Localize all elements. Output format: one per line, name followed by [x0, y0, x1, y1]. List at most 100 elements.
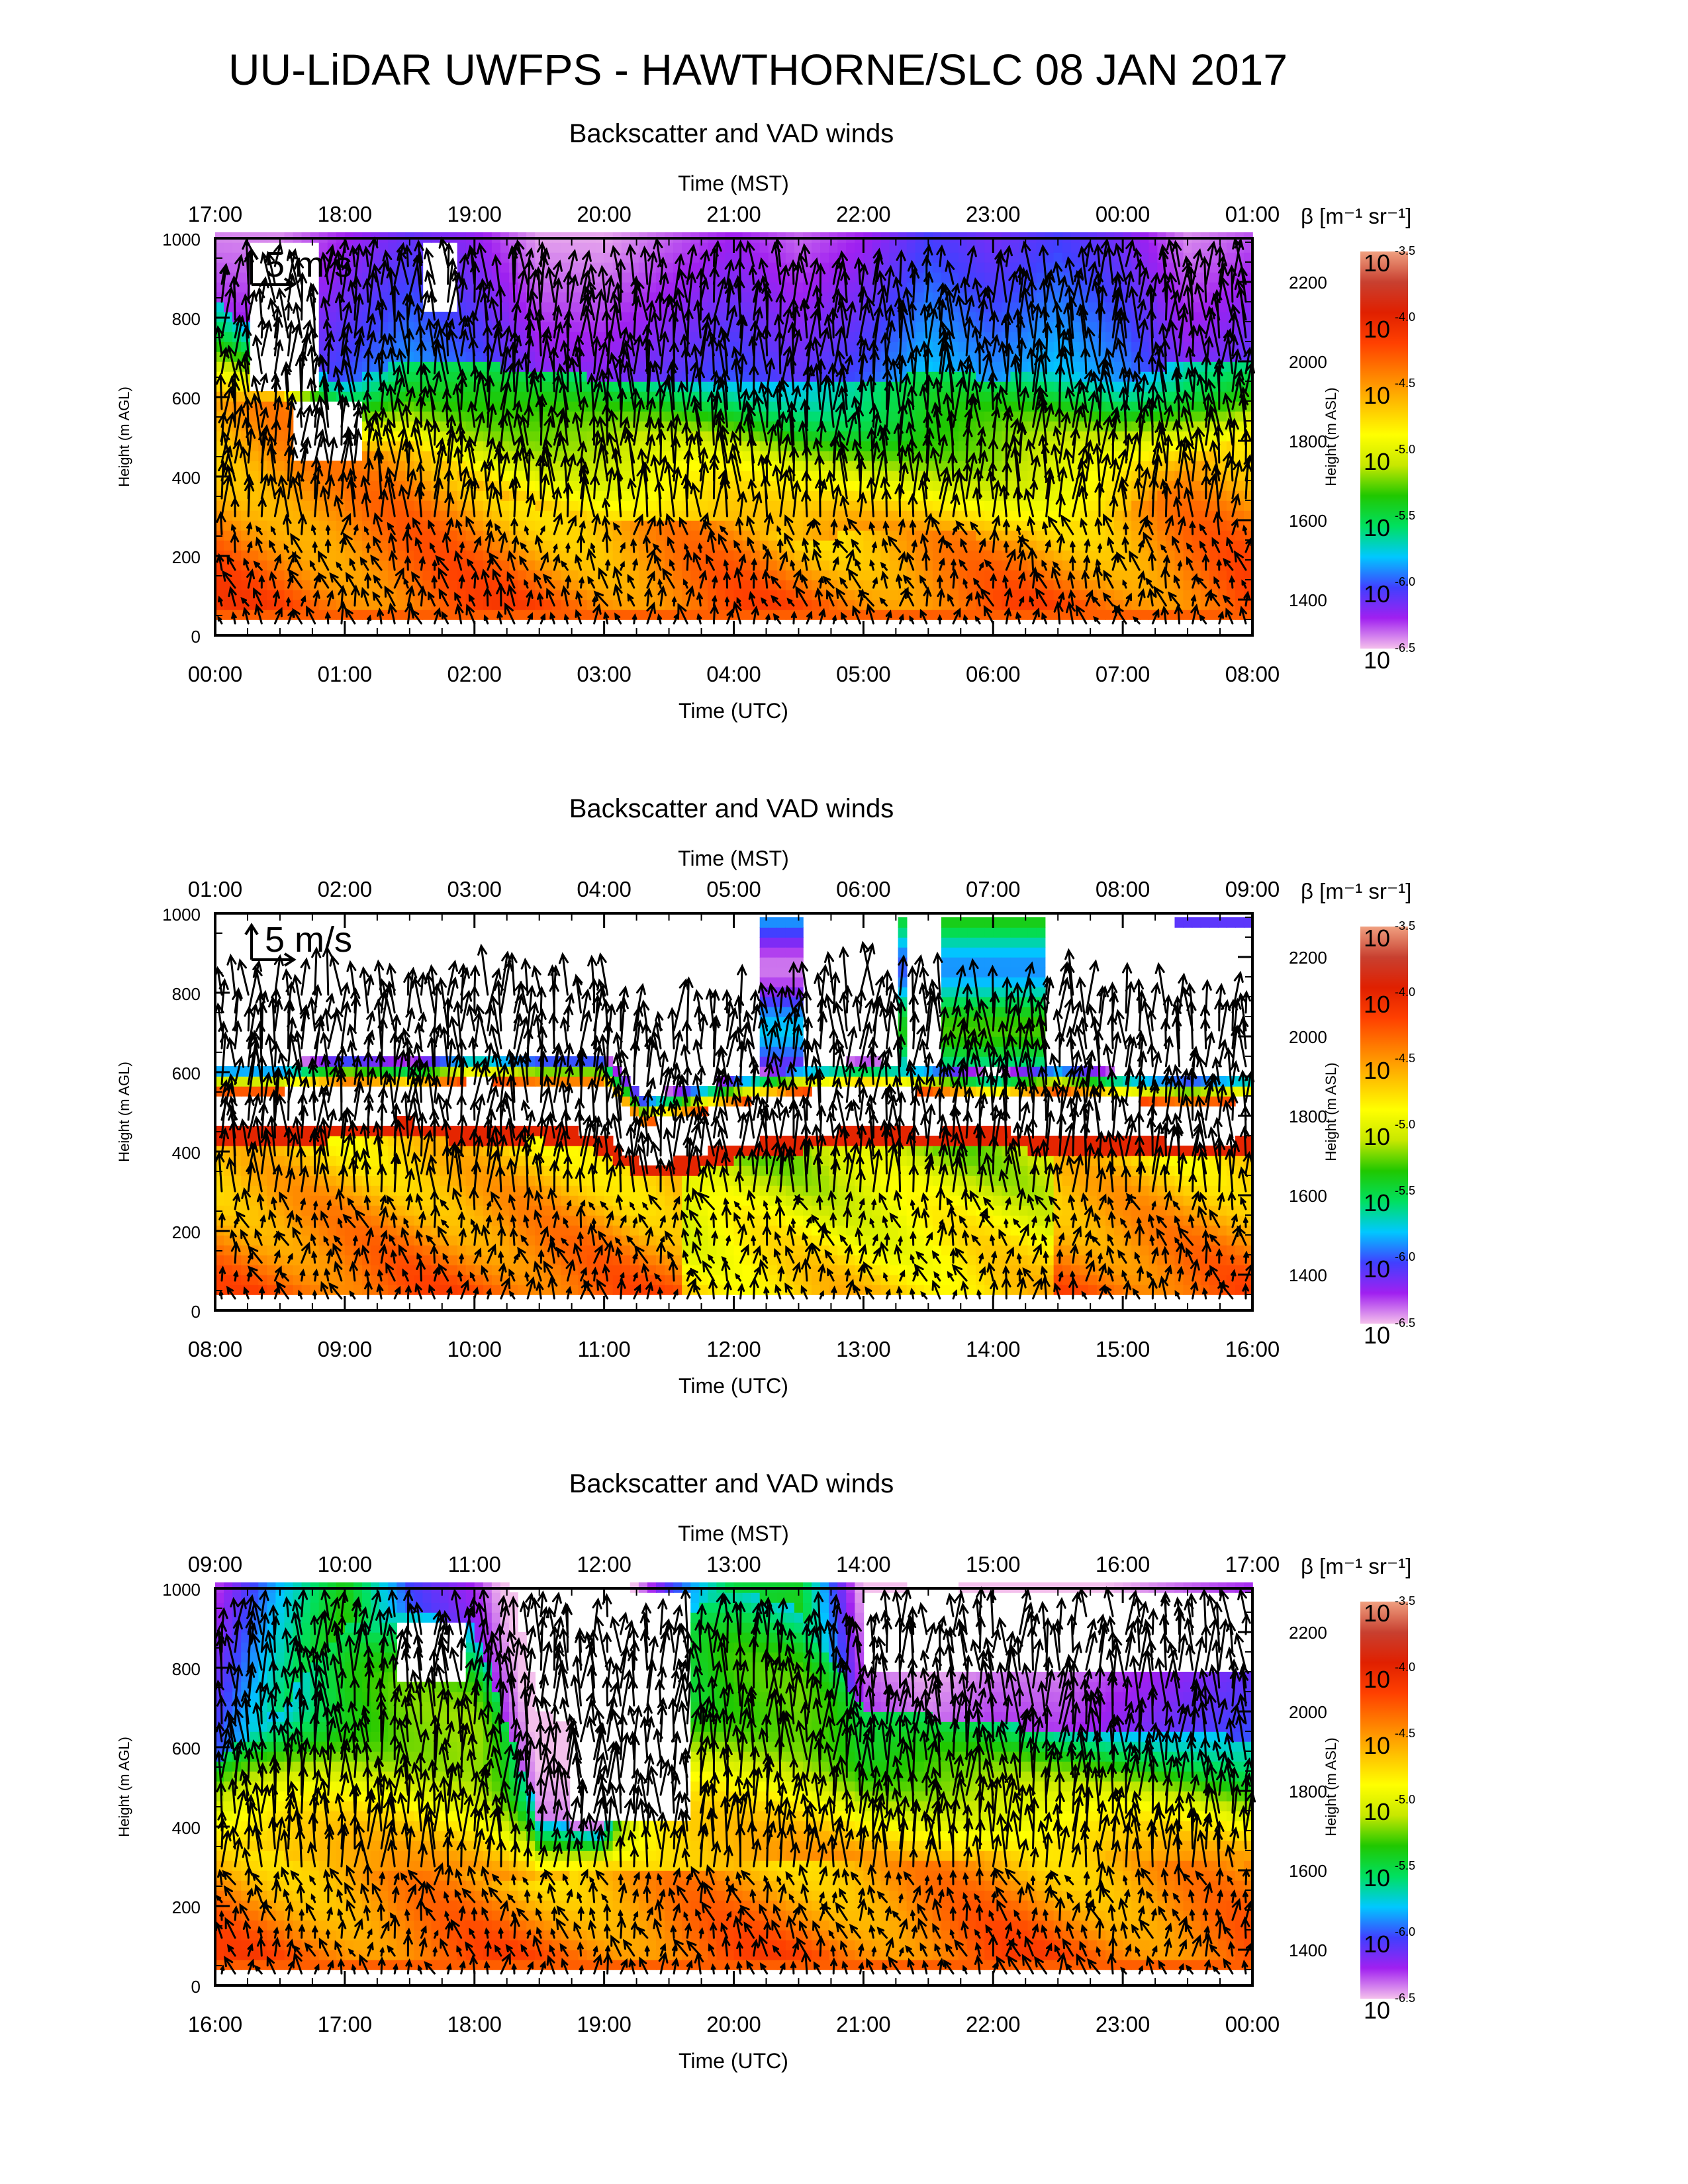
heatmap-cell	[1235, 530, 1244, 541]
figure-title: UU-LiDAR UWFPS - HAWTHORNE/SLC 08 JAN 20…	[228, 45, 1288, 94]
heatmap-cell	[1053, 252, 1063, 263]
heatmap-cell	[768, 401, 778, 412]
heatmap-cell	[327, 520, 337, 531]
heatmap-cell	[1140, 441, 1150, 451]
heatmap-cell	[474, 590, 484, 600]
wind-vector	[276, 287, 289, 339]
heatmap-cell	[327, 510, 337, 521]
heatmap-cell	[275, 510, 285, 521]
heatmap-cell	[923, 600, 933, 610]
heatmap-cell	[241, 570, 251, 580]
heatmap-cell	[543, 490, 553, 501]
heatmap-cell	[215, 441, 224, 451]
heatmap-cell	[959, 262, 968, 273]
heatmap-cell	[768, 341, 778, 352]
heatmap-cell	[361, 530, 371, 541]
heatmap-cell	[371, 480, 380, 491]
heatmap-cell	[1217, 411, 1227, 422]
heatmap-cell	[293, 391, 303, 402]
heatmap-cell	[846, 590, 856, 600]
heatmap-cell	[215, 570, 224, 580]
heatmap-cell	[915, 371, 925, 382]
heatmap-cell	[941, 272, 951, 283]
heatmap-cell	[1079, 580, 1089, 590]
heatmap-cell	[397, 510, 406, 521]
heatmap-cell	[388, 242, 398, 253]
heatmap-cell	[812, 242, 821, 253]
heatmap-cell	[569, 471, 579, 481]
heatmap-cell	[708, 282, 718, 293]
heatmap-cell	[699, 500, 709, 511]
heatmap-cell	[250, 580, 259, 590]
heatmap-cell	[932, 500, 942, 511]
heatmap-cell	[336, 520, 346, 531]
heatmap-cell	[915, 242, 925, 253]
heatmap-cell	[794, 520, 804, 531]
heatmap-cell	[759, 242, 769, 253]
heatmap-cell	[293, 600, 303, 610]
heatmap-cell	[353, 500, 363, 511]
heatmap-cell	[846, 262, 856, 273]
heatmap-cell	[915, 252, 925, 263]
heatmap-cell	[1174, 590, 1184, 600]
heatmap-cell	[361, 540, 371, 551]
heatmap-cell	[932, 272, 942, 283]
heatmap-cell	[526, 540, 536, 551]
heatmap-cell	[1062, 242, 1072, 253]
heatmap-cell	[371, 500, 380, 511]
heatmap-cell	[993, 590, 1003, 600]
heatmap-cell	[232, 461, 242, 471]
heatmap-cell	[1123, 510, 1132, 521]
heatmap-cell	[474, 560, 484, 570]
heatmap-cell	[915, 520, 925, 531]
heatmap-cell	[984, 272, 994, 283]
heatmap-cell	[1166, 381, 1176, 392]
heatmap-cell	[846, 480, 856, 491]
heatmap-cell	[941, 381, 951, 392]
heatmap-cell	[1200, 580, 1210, 590]
heatmap-cell	[465, 391, 475, 402]
heatmap-cell	[1114, 570, 1123, 580]
heatmap-cell	[708, 292, 718, 302]
heatmap-cell	[1088, 302, 1098, 312]
heatmap-cell	[405, 262, 415, 273]
heatmap-cell	[344, 600, 354, 610]
heatmap-cell	[915, 421, 925, 432]
heatmap-cell	[232, 242, 242, 253]
heatmap-cell	[215, 590, 224, 600]
heatmap-cell	[215, 500, 224, 511]
heatmap-cell	[595, 252, 605, 263]
heatmap-cell	[397, 560, 406, 570]
heatmap-cell	[820, 550, 829, 561]
heatmap-cell	[889, 242, 899, 253]
heatmap-cell	[1123, 421, 1132, 432]
heatmap-cell	[215, 252, 224, 263]
heatmap-cell	[794, 411, 804, 422]
heatmap-cell	[422, 600, 432, 610]
heatmap-cell	[500, 272, 510, 283]
heatmap-cell	[293, 520, 303, 531]
heatmap-cell	[1192, 451, 1201, 461]
heatmap-cell	[812, 411, 821, 422]
heatmap-cell	[768, 540, 778, 551]
heatmap-cell	[1045, 590, 1055, 600]
heatmap-cell	[1200, 570, 1210, 580]
heatmap-cell	[518, 341, 527, 352]
heatmap-cell	[1123, 610, 1132, 620]
heatmap-cell	[361, 550, 371, 561]
heatmap-cell	[371, 391, 380, 402]
heatmap-cell	[959, 570, 968, 580]
heatmap-cell	[258, 590, 268, 600]
heatmap-cell	[959, 530, 968, 541]
heatmap-cell	[794, 361, 804, 372]
heatmap-cell	[604, 540, 614, 551]
heatmap-cell	[915, 590, 925, 600]
heatmap-cell	[448, 580, 458, 590]
heatmap-cell	[215, 580, 224, 590]
heatmap-cell	[422, 530, 432, 541]
heatmap-cell	[371, 401, 380, 412]
heatmap-cell	[465, 540, 475, 551]
heatmap-cell	[959, 242, 968, 253]
heatmap-cell	[638, 411, 648, 422]
heatmap-cell	[518, 510, 527, 521]
